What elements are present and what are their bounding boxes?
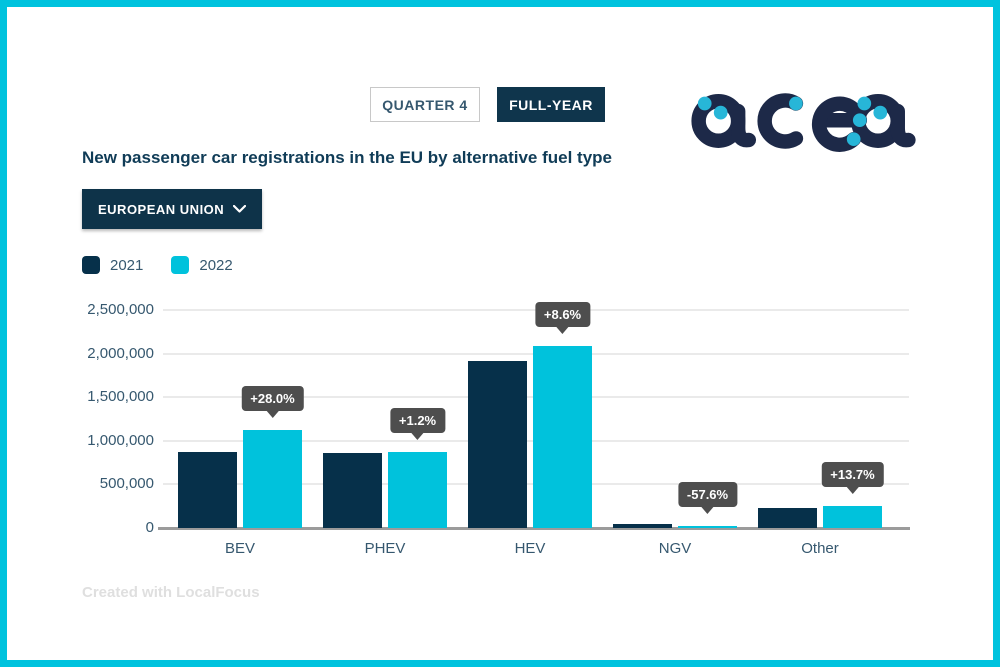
x-axis-label: BEV xyxy=(224,540,255,557)
x-axis-label: Other xyxy=(801,540,839,557)
bar-phev-2021[interactable] xyxy=(323,452,382,528)
y-axis-label: 2,500,000 xyxy=(87,301,154,318)
tooltip-label-phev: +1.2% xyxy=(389,407,446,433)
bar-hev-2021[interactable] xyxy=(468,360,527,528)
x-axis-line xyxy=(158,527,910,530)
region-dropdown[interactable]: EUROPEAN UNION xyxy=(82,189,262,229)
tooltip-pointer xyxy=(701,507,714,515)
full-year-button[interactable]: FULL-YEAR xyxy=(497,87,605,122)
bar-group-bev: +28.0% xyxy=(178,310,304,528)
bar-bev-2021[interactable] xyxy=(178,451,237,528)
bar-hev-2022[interactable] xyxy=(533,346,592,528)
y-axis-label: 1,000,000 xyxy=(87,431,154,449)
tooltip-ngv: -57.6% xyxy=(677,482,738,515)
tooltip-pointer xyxy=(556,327,569,335)
legend-label-2022: 2022 xyxy=(199,256,233,274)
region-dropdown-value: EUROPEAN UNION xyxy=(98,201,225,217)
x-axis-label: PHEV xyxy=(364,540,406,557)
bar-phev-2022[interactable] xyxy=(388,451,447,528)
tooltip-pointer xyxy=(266,411,279,419)
bar-chart: 0 500,000 1,000,000 1,500,000 2,000,000 2,500… xyxy=(82,301,922,574)
tooltip-phev: +1.2% xyxy=(389,407,446,440)
bar-other-2022[interactable] xyxy=(823,505,882,528)
tooltip-pointer xyxy=(411,432,424,440)
chevron-down-icon xyxy=(233,205,246,213)
y-axis-label: 500,000 xyxy=(99,475,154,493)
credit-text: Created with LocalFocus xyxy=(82,584,260,601)
y-axis-label: 1,500,000 xyxy=(87,388,154,406)
legend-swatch-2022 xyxy=(171,256,190,274)
y-axis-label: 0 xyxy=(145,519,154,536)
chart-legend: 2021 2022 xyxy=(82,256,233,274)
bar-group-ngv: -57.6% xyxy=(613,310,738,528)
tooltip-label-hev: +8.6% xyxy=(534,302,591,328)
tooltip-hev: +8.6% xyxy=(534,302,591,335)
tooltip-bev: +28.0% xyxy=(241,386,304,419)
bar-group-other: +13.7% xyxy=(758,310,884,528)
bar-ngv-2022[interactable] xyxy=(678,526,737,528)
page-title: New passenger car registrations in the E… xyxy=(82,148,613,167)
x-axis-label: NGV xyxy=(658,540,692,557)
legend-swatch-2021 xyxy=(82,256,100,274)
acea-logo xyxy=(688,73,916,155)
bar-bev-2022[interactable] xyxy=(243,430,302,528)
bar-group-phev: +1.2% xyxy=(323,310,447,528)
bar-group-hev: +8.6% xyxy=(468,302,592,528)
tooltip-label-bev: +28.0% xyxy=(241,386,304,412)
x-axis-label: HEV xyxy=(514,540,546,557)
y-axis-label: 2,000,000 xyxy=(87,344,154,362)
legend-label-2021: 2021 xyxy=(110,256,144,274)
tooltip-label-ngv: -57.6% xyxy=(677,482,738,508)
bar-other-2021[interactable] xyxy=(758,508,817,528)
acea-logo-icon xyxy=(691,93,916,152)
tooltip-pointer xyxy=(846,486,859,494)
tooltip-other: +13.7% xyxy=(821,461,884,494)
legend-item-2021[interactable]: 2021 xyxy=(82,256,143,274)
bar-ngv-2021[interactable] xyxy=(613,524,672,528)
quarter-4-button[interactable]: QUARTER 4 xyxy=(370,87,480,122)
legend-item-2022[interactable]: 2022 xyxy=(171,256,233,274)
tooltip-label-other: +13.7% xyxy=(821,461,884,487)
